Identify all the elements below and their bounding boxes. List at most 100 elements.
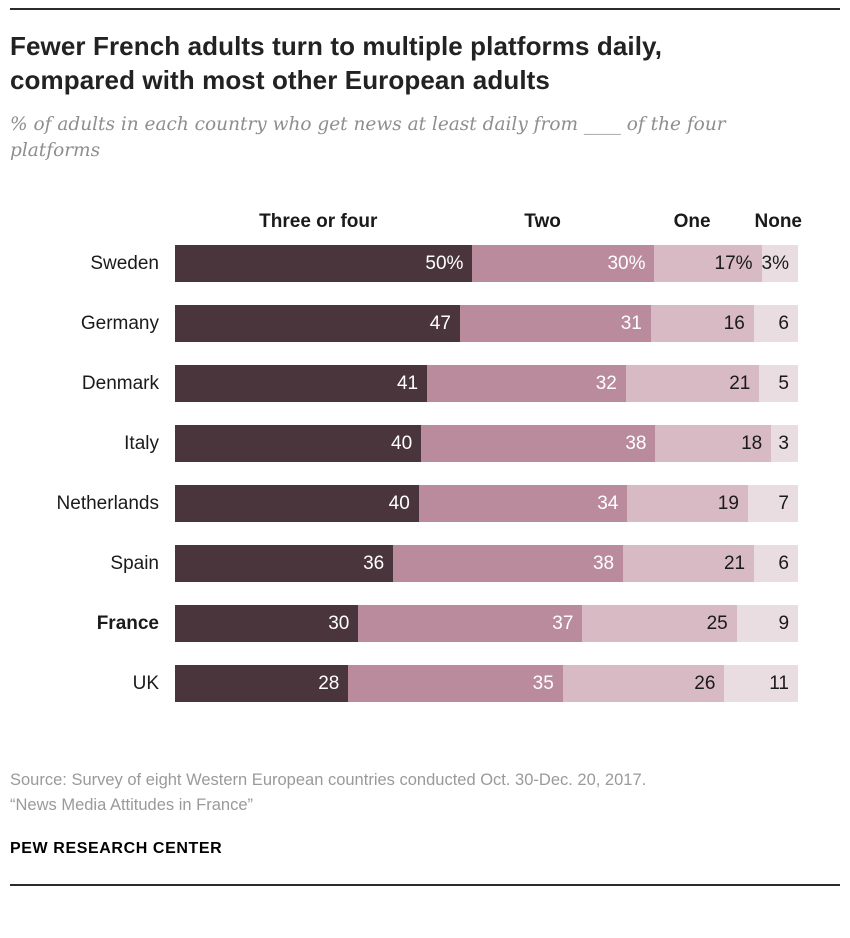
- top-rule: [10, 8, 840, 10]
- bar-segment-none: 6: [754, 545, 798, 583]
- chart-row: Spain 36 38 21 6: [10, 545, 798, 583]
- series-header-none: None: [754, 211, 803, 233]
- value-label: 50%: [425, 252, 464, 274]
- bar-segment-one: 19: [627, 485, 748, 523]
- value-label: 3: [778, 432, 789, 454]
- value-label: 35: [532, 672, 554, 694]
- value-label: 47: [429, 312, 451, 334]
- bar-segment-none: 9: [736, 605, 799, 643]
- source-note: Source: Survey of eight Western European…: [10, 768, 790, 818]
- stacked-bar: 40 34 19 7: [175, 485, 798, 523]
- value-label: 19: [717, 492, 739, 514]
- value-label: 38: [592, 552, 615, 574]
- value-label: 21: [729, 372, 751, 394]
- stacked-bar: 47 31 16 6: [175, 305, 798, 343]
- value-label: 6: [778, 312, 789, 334]
- value-label: 21: [723, 552, 746, 574]
- value-label: 31: [620, 312, 642, 334]
- bar-segment-none: 7: [747, 485, 798, 523]
- value-label: 5: [778, 372, 789, 394]
- value-label: 18: [741, 432, 763, 454]
- bar-segment-one: 26: [562, 665, 725, 703]
- stacked-bar: 50% 30% 17% 3%: [175, 245, 798, 283]
- series-header-two: Two: [524, 211, 561, 233]
- value-label: 6: [778, 552, 789, 574]
- bar-segment-three-or-four: 41: [175, 365, 428, 403]
- value-label: 28: [318, 672, 340, 694]
- bar-segment-none: 3: [771, 425, 798, 463]
- value-label: 3%: [761, 252, 789, 274]
- value-label: 37: [552, 612, 574, 634]
- value-label: 25: [706, 612, 728, 634]
- stacked-bar: 36 38 21 6: [175, 545, 798, 583]
- series-header-row: Three or four Two One None: [10, 209, 802, 233]
- chart-title-line1: Fewer French adults turn to multiple pla…: [10, 31, 663, 61]
- value-label: 17%: [714, 252, 753, 274]
- bar-segment-one: 18: [655, 425, 772, 463]
- value-label: 9: [778, 612, 790, 634]
- country-label: France: [96, 612, 159, 634]
- bar-segment-none: 3%: [761, 245, 798, 283]
- bar-segment-two: 34: [418, 485, 628, 523]
- value-label: 41: [396, 372, 419, 394]
- value-label: 16: [723, 312, 745, 334]
- bar-segment-two: 38: [421, 425, 656, 463]
- chart-title-line2: compared with most other European adults: [10, 64, 550, 95]
- bar-segment-three-or-four: 36: [175, 545, 394, 583]
- bar-segment-one: 25: [582, 605, 737, 643]
- bar-segment-none: 5: [759, 365, 798, 403]
- bar-segment-three-or-four: 30: [175, 605, 359, 643]
- country-label: Germany: [80, 312, 159, 334]
- source-note-line2: “News Media Attitudes in France”: [10, 795, 254, 814]
- country-label: Sweden: [90, 252, 159, 274]
- stacked-bar: 28 35 26 11: [175, 665, 798, 703]
- chart-row: Italy 40 38 18 3: [10, 425, 798, 463]
- stacked-bar-chart: Three or four Two One None Sweden 50% 30% 1…: [10, 209, 840, 703]
- series-header-area: Three or four Two One None: [175, 209, 802, 233]
- country-label: Italy: [124, 432, 159, 454]
- country-label: UK: [132, 672, 159, 694]
- chart-row: Denmark 41 32 21 5: [10, 365, 798, 403]
- chart-row: Sweden 50% 30% 17% 3%: [10, 245, 798, 283]
- bar-segment-one: 17%: [654, 245, 762, 283]
- bar-segment-two: 37: [358, 605, 583, 643]
- value-label: 36: [363, 552, 385, 574]
- value-label: 40: [388, 492, 410, 514]
- value-label: 7: [778, 492, 789, 514]
- country-label: Netherlands: [56, 492, 159, 514]
- country-label: Denmark: [81, 372, 159, 394]
- value-label: 34: [597, 492, 619, 514]
- value-label: 11: [769, 672, 789, 694]
- chart-row: Germany 47 31 16 6: [10, 305, 798, 343]
- series-header-one: One: [673, 211, 711, 233]
- bar-segment-one: 21: [623, 545, 755, 583]
- bar-segment-two: 31: [459, 305, 651, 343]
- chart-subtitle: % of adults in each country who get news…: [10, 113, 726, 162]
- chart-rows: Sweden 50% 30% 17% 3% Germany 47 31 16 6 Denmark 41…: [10, 245, 799, 703]
- value-label: 40: [391, 432, 413, 454]
- bar-segment-three-or-four: 47: [175, 305, 460, 343]
- bar-segment-none: 11: [724, 665, 798, 703]
- brand-footer: PEW RESEARCH CENTER: [10, 839, 223, 857]
- chart-row: Netherlands 40 34 19 7: [10, 485, 798, 523]
- bar-segment-three-or-four: 40: [175, 425, 422, 463]
- value-label: 30: [328, 612, 350, 634]
- value-label: 38: [625, 432, 647, 454]
- stacked-bar: 41 32 21 5: [175, 365, 798, 403]
- value-label: 30%: [607, 252, 646, 274]
- bar-segment-two: 32: [427, 365, 626, 403]
- bar-segment-three-or-four: 28: [175, 665, 349, 703]
- stacked-bar: 30 37 25 9: [175, 605, 799, 643]
- bar-segment-three-or-four: 40: [175, 485, 419, 523]
- bar-segment-none: 6: [753, 305, 798, 343]
- value-label: 26: [694, 672, 716, 694]
- bar-segment-three-or-four: 50%: [175, 245, 473, 283]
- chart-title: Fewer French adults turn to multiple pla…: [10, 30, 840, 98]
- bar-segment-one: 21: [625, 365, 760, 403]
- chart-row: France 30 37 25 9: [10, 605, 799, 643]
- chart-row: UK 28 35 26 11: [10, 665, 798, 703]
- bottom-rule: [10, 883, 840, 886]
- bar-segment-one: 16: [650, 305, 754, 343]
- series-header-three-or-four: Three or four: [259, 211, 378, 233]
